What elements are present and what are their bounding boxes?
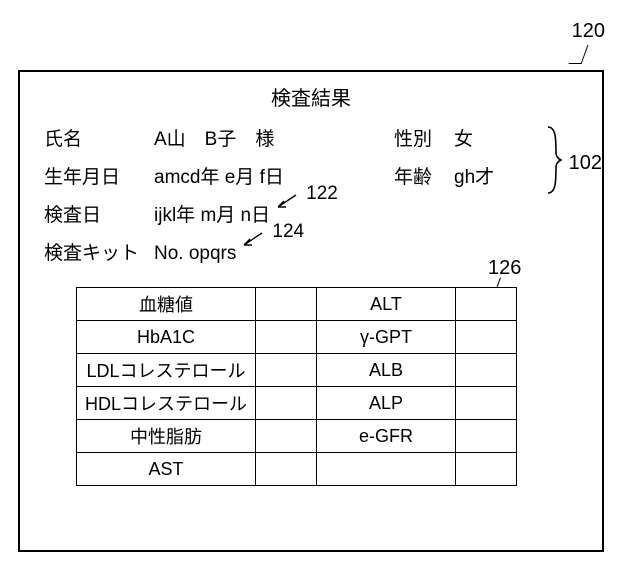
results-tbody: 血糖値 ALT HbA1C γ-GPT LDLコレステロール ALB HDLコレステロール A… [77,288,517,486]
test-name-cell: 中性脂肪 [77,420,256,453]
frame-title: 検査結果 [20,82,602,111]
value-name: A山 B子 様 [154,121,394,159]
test-value-cell [256,288,317,321]
results-table: 血糖値 ALT HbA1C γ-GPT LDLコレステロール ALB HDLコレステロール A… [76,287,517,486]
figure-container: 120 検査結果 氏名 A山 B子 様 性別 女 生年月日 amcd年 e月 f… [0,0,640,562]
test-value-cell [256,354,317,387]
test-value-cell [256,387,317,420]
result-frame: 検査結果 氏名 A山 B子 様 性別 女 生年月日 amcd年 e月 f日 年齢… [18,70,604,552]
table-row: 中性脂肪 e-GFR [77,420,517,453]
test-value-cell [456,288,517,321]
test-value-cell [256,321,317,354]
ref-num-122: 122 [306,175,338,213]
test-name-cell: AST [77,453,256,486]
label-sex: 性別 [394,121,454,159]
label-age: 年齢 [394,159,454,197]
value-age: gh才 [454,159,494,197]
table-row: LDLコレステロール ALB [77,354,517,387]
value-dob: amcd年 e月 f日 [154,159,394,197]
test-name-cell: LDLコレステロール [77,354,256,387]
ref-num-120: 120 [572,20,605,43]
test-name-cell: ALB [317,354,456,387]
test-name-cell: ALT [317,288,456,321]
table-row: 血糖値 ALT [77,288,517,321]
results-table-wrap: 126 血糖値ALTHbA1Cγ-GPTLDLコレステロールALBHDLコレステ… [76,287,602,486]
label-dob: 生年月日 [44,159,154,197]
label-name: 氏名 [44,121,154,159]
ref-num-126: 126 [488,257,521,280]
patient-info-block: 氏名 A山 B子 様 性別 女 生年月日 amcd年 e月 f日 年齢 gh才 … [20,121,602,273]
test-value-cell [256,420,317,453]
table-row: HDLコレステロール ALP [77,387,517,420]
label-exam-date: 検査日 [44,197,154,235]
test-name-cell [317,453,456,486]
test-value-cell [456,420,517,453]
test-name-cell: e-GFR [317,420,456,453]
test-name-cell: HbA1C [77,321,256,354]
ref-leader-120 [569,45,589,64]
ref-num-124: 124 [272,213,304,251]
table-row: HbA1C γ-GPT [77,321,517,354]
value-sex: 女 [454,121,473,159]
test-name-cell: 血糖値 [77,288,256,321]
test-name-cell: γ-GPT [317,321,456,354]
row-exam-date: 検査日 ijkl年 m月 n日 122 [44,197,578,235]
curly-brace-102 [544,125,562,195]
test-name-cell: HDLコレステロール [77,387,256,420]
test-value-cell [256,453,317,486]
test-name-cell: ALP [317,387,456,420]
test-value-cell [456,354,517,387]
label-kit: 検査キット [44,235,154,273]
ref-num-102: 102 [569,143,602,183]
table-row: AST [77,453,517,486]
test-value-cell [456,453,517,486]
value-kit: No. opqrs [154,235,236,273]
row-name-sex: 氏名 A山 B子 様 性別 女 [44,121,578,159]
test-value-cell [456,321,517,354]
leader-arrow-124 [242,235,270,273]
test-value-cell [456,387,517,420]
